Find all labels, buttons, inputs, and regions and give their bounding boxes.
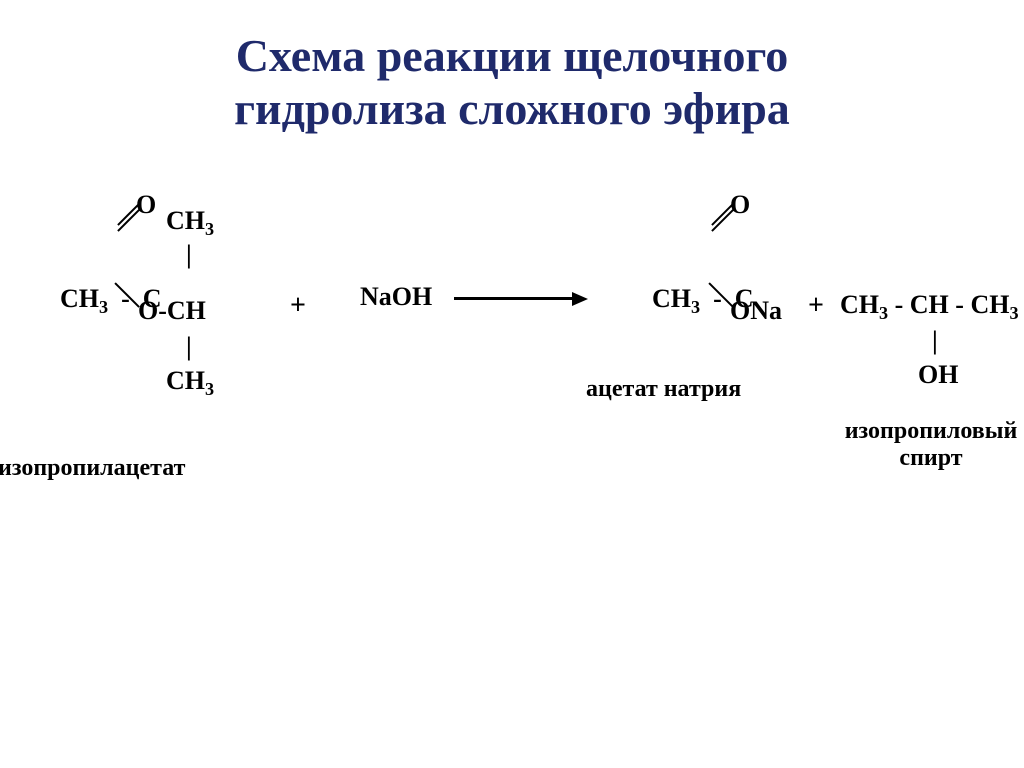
label-sodium-acetate: ацетат натрия (586, 376, 741, 403)
slide-title: Схема реакции щелочного гидролиза сложно… (0, 0, 1024, 136)
operator-plus-1: + (290, 290, 306, 322)
double-bond-C-O-2 (712, 224, 746, 258)
double-bond-C-O (118, 224, 152, 258)
bond-vert-upper: | (186, 240, 192, 270)
group-ONa: ONa (730, 296, 782, 326)
molecule-naoh: NaOH (360, 282, 432, 312)
atom-CH3-left: CH (60, 284, 99, 313)
label-isopropanol: изопропиловый спирт (836, 418, 1024, 472)
bond-vert-isopropanol: | (932, 326, 938, 356)
atom-CH3-upper: CH3 (166, 206, 214, 236)
group-OH: OH (918, 360, 958, 390)
slide: Схема реакции щелочного гидролиза сложно… (0, 0, 1024, 768)
operator-plus-2: + (808, 290, 824, 322)
label-isopropyl-acetate: изопропилацетат (0, 455, 185, 482)
isopropanol-line: CH3 - CH - CH3 (840, 290, 1019, 320)
group-O-CH: O-CH (138, 296, 206, 326)
bond-vert-lower: | (186, 332, 192, 362)
arrow-line (454, 297, 574, 300)
molecule-isopropyl-acetate: O CH3 - C CH3 | O-CH | CH3 (8, 220, 268, 480)
title-line-1: Схема реакции щелочного (236, 30, 789, 81)
molecule-isopropanol: CH3 - CH - CH3 | OH (840, 260, 1024, 420)
title-line-2: гидролиза сложного эфира (234, 83, 790, 134)
arrow-head (572, 292, 588, 306)
reaction-arrow (454, 290, 594, 310)
atom-CH3-lower: CH3 (166, 366, 214, 396)
